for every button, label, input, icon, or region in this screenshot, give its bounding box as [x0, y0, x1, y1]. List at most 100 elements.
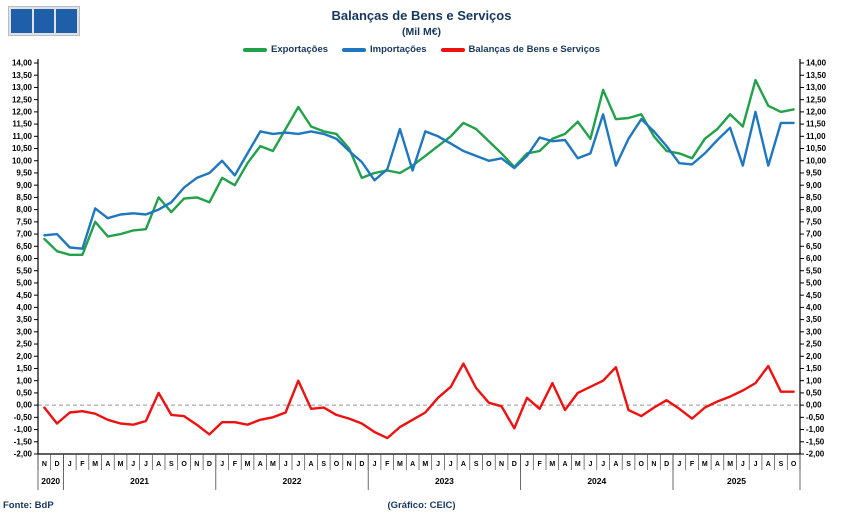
month-label: N	[651, 461, 656, 468]
month-label: M	[118, 461, 124, 468]
month-label: O	[334, 461, 340, 468]
legend-label: Importações	[370, 44, 427, 55]
month-label: M	[270, 461, 276, 468]
month-label: J	[754, 461, 758, 468]
month-label: F	[385, 461, 390, 468]
month-label: M	[727, 461, 733, 468]
y-axis-label-right: 0,50	[806, 389, 822, 398]
y-axis-label-left: -0,50	[14, 413, 33, 422]
y-axis-label-left: 6,00	[16, 254, 32, 263]
y-axis-label-left: 8,00	[16, 205, 32, 214]
month-label: J	[284, 461, 288, 468]
month-label: A	[105, 461, 110, 468]
y-axis-label-right: -0,50	[806, 413, 825, 422]
y-axis-label-right: 5,50	[806, 266, 822, 275]
imports-line	[43, 110, 795, 250]
month-label: J	[525, 461, 529, 468]
month-label: D	[359, 461, 364, 468]
y-axis-label-left: 4,00	[16, 303, 32, 312]
y-axis-label-right: 7,50	[806, 217, 822, 226]
month-label: J	[741, 461, 745, 468]
legend-item-imports: Importações	[342, 44, 427, 55]
y-axis-label-left: 3,00	[16, 327, 32, 336]
month-label: N	[42, 461, 47, 468]
month-label: D	[207, 461, 212, 468]
logo-square	[33, 9, 55, 33]
month-label: J	[677, 461, 681, 468]
y-axis-label-right: -2,00	[806, 450, 825, 459]
month-label: D	[55, 461, 60, 468]
year-label: 2020	[41, 476, 60, 486]
source-note: Fonte: BdP	[3, 500, 54, 511]
y-axis-label-right: 8,00	[806, 205, 822, 214]
y-axis-label-left: 1,50	[16, 364, 32, 373]
y-axis-label-right: 1,00	[806, 376, 822, 385]
month-label: J	[68, 461, 72, 468]
y-axis-label-right: 10,00	[806, 156, 827, 165]
month-label: A	[715, 461, 720, 468]
y-axis-label-right: 0,00	[806, 401, 822, 410]
month-label: N	[499, 461, 504, 468]
month-label: F	[233, 461, 238, 468]
logo-square	[11, 9, 32, 33]
y-axis-label-right: -1,50	[806, 437, 825, 446]
y-axis-label-right: 10,50	[806, 144, 827, 153]
month-label: N	[194, 461, 199, 468]
y-axis-label-right: 14,00	[806, 59, 827, 68]
y-axis-label-left: 7,50	[16, 217, 32, 226]
month-label: S	[321, 461, 326, 468]
y-axis-label-right: 5,00	[806, 279, 822, 288]
y-axis-label-left: 3,50	[16, 315, 32, 324]
y-axis-label-right: 2,00	[806, 352, 822, 361]
month-label: O	[791, 461, 797, 468]
month-label: J	[373, 461, 377, 468]
logo-square	[56, 9, 78, 33]
legend-label: Balanças de Bens e Serviços	[468, 44, 601, 55]
balance-line-swatch-icon	[440, 47, 465, 52]
y-axis-label-left: -1,00	[14, 425, 33, 434]
month-label: M	[422, 461, 428, 468]
y-axis-label-left: 14,00	[12, 59, 33, 68]
y-axis-label-right: 12,00	[806, 107, 827, 116]
month-label: M	[92, 461, 98, 468]
month-label: N	[347, 461, 352, 468]
legend-label: Exportações	[270, 44, 329, 55]
y-axis-label-right: 6,00	[806, 254, 822, 263]
y-axis-label-right: 9,00	[806, 181, 822, 190]
y-axis-label-right: 11,00	[806, 132, 826, 141]
month-label: A	[766, 461, 771, 468]
month-label: F	[80, 461, 85, 468]
legend-item-balance: Balanças de Bens e Serviços	[440, 44, 601, 55]
chart-subtitle: (Mil M€)	[401, 26, 442, 38]
year-label: 2022	[283, 476, 302, 486]
y-axis-label-right: 2,50	[806, 340, 822, 349]
month-label: A	[461, 461, 466, 468]
y-axis-label-left: 11,00	[12, 132, 32, 141]
y-axis-label-left: 7,00	[16, 230, 32, 239]
y-axis-label-left: -2,00	[14, 450, 33, 459]
chart-title: Balanças de Bens e Serviços	[331, 8, 512, 23]
month-label: A	[156, 461, 161, 468]
legend-item-exports: Exportações	[242, 44, 329, 55]
y-axis-label-left: 1,00	[16, 376, 32, 385]
month-label: M	[397, 461, 403, 468]
year-label: 2023	[435, 476, 454, 486]
logo	[8, 6, 80, 36]
y-axis-label-left: 10,00	[12, 156, 33, 165]
y-axis-label-right: 3,00	[806, 327, 822, 336]
month-label: A	[258, 461, 263, 468]
month-label: S	[626, 461, 631, 468]
exports-line	[43, 78, 795, 257]
y-axis-label-right: 1,50	[806, 364, 822, 373]
year-label: 2025	[727, 476, 746, 486]
y-axis-label-left: 4,50	[16, 291, 32, 300]
month-label: A	[309, 461, 314, 468]
y-axis-label-right: 6,50	[806, 242, 822, 251]
y-axis-label-right: 7,00	[806, 230, 822, 239]
month-label: S	[779, 461, 784, 468]
month-label: J	[436, 461, 440, 468]
month-label: D	[512, 461, 517, 468]
month-label: M	[702, 461, 708, 468]
